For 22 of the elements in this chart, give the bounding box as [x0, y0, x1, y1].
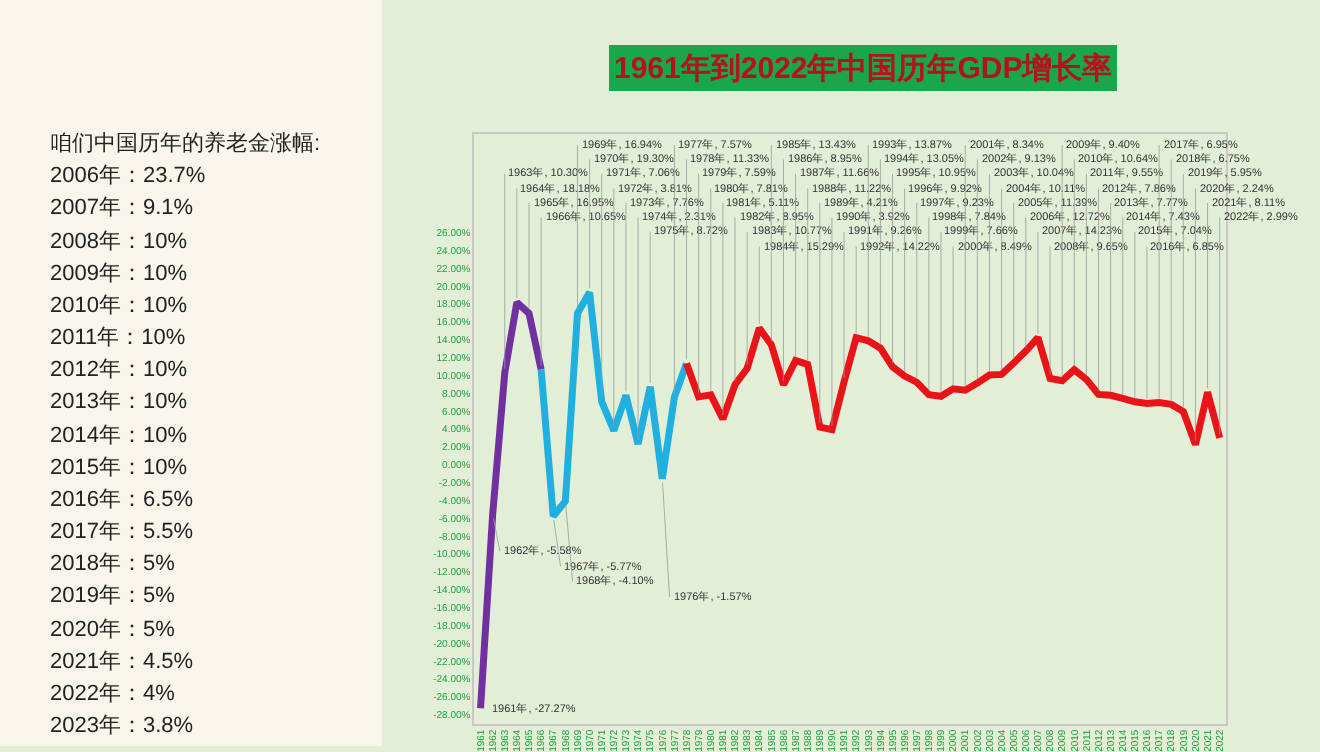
text: 2016年：6.5% — [50, 488, 194, 512]
text: 2008年：10% — [50, 230, 188, 254]
text: 2018年：5% — [50, 552, 176, 576]
chart-title: 1961年到2022年中国历年GDP增长率 — [614, 50, 1113, 86]
text: 2015年：10% — [50, 456, 188, 480]
text: 2014年：10% — [50, 424, 188, 448]
text: 2006年：23.7% — [50, 164, 206, 188]
text: 2009年：10% — [50, 262, 188, 286]
text: 咱们中国历年的养老金涨幅: — [50, 130, 321, 156]
text: 2017年：5.5% — [50, 520, 194, 544]
line-series — [537, 288, 691, 520]
text: 2013年：10% — [50, 390, 188, 414]
text: 2019年：5% — [50, 584, 176, 608]
text: 2012年：10% — [50, 358, 188, 382]
line-series — [683, 324, 1224, 449]
text: 2011年：10% — [50, 326, 186, 350]
text: 2023年：3.8% — [50, 714, 194, 738]
text: 2021年：4.5% — [50, 650, 194, 674]
text: 2022年：4% — [50, 682, 176, 706]
text: 2007年：9.1% — [50, 196, 194, 220]
text: 2020年：5% — [50, 618, 176, 642]
text: 2010年：10% — [50, 294, 188, 318]
